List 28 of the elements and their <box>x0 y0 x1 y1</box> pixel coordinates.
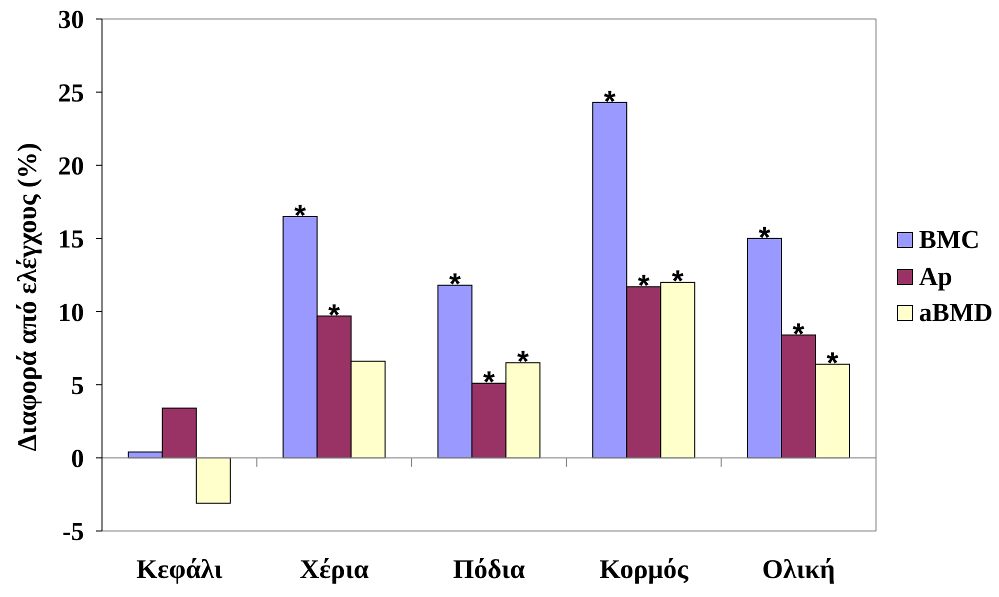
data-label: * <box>638 270 650 303</box>
data-label: * <box>792 318 805 351</box>
y-tick-label: 0 <box>71 444 84 474</box>
y-tick-label: 10 <box>58 298 84 327</box>
x-tick-label: Πόδια <box>453 554 525 584</box>
x-tick-label: Ολική <box>762 554 836 584</box>
y-tick-label: 15 <box>58 224 84 254</box>
x-tick-label: Κεφάλι <box>136 554 224 584</box>
data-label: * <box>672 265 684 298</box>
data-label: * <box>294 199 306 232</box>
data-label: * <box>328 298 340 332</box>
legend-label: BMC <box>919 225 980 256</box>
y-tick-label: 30 <box>58 5 84 34</box>
y-tick-label: -5 <box>62 517 84 546</box>
legend-label: Ap <box>919 262 952 292</box>
y-tick-label: 20 <box>58 152 84 181</box>
data-label: * <box>517 346 530 379</box>
data-label: * <box>826 347 839 380</box>
legend-label: aBMD <box>919 298 993 328</box>
data-label: * <box>483 366 496 400</box>
x-tick-label: Κορμός <box>599 554 689 584</box>
data-label: * <box>449 268 462 302</box>
data-label: * <box>758 221 771 254</box>
x-tick-label: Χέρια <box>300 554 369 584</box>
y-tick-label: 25 <box>58 78 84 108</box>
data-label: * <box>604 85 616 118</box>
y-axis-title: Διαφορά από ελέγχους (%) <box>12 142 42 452</box>
y-tick-label: 5 <box>71 370 84 400</box>
